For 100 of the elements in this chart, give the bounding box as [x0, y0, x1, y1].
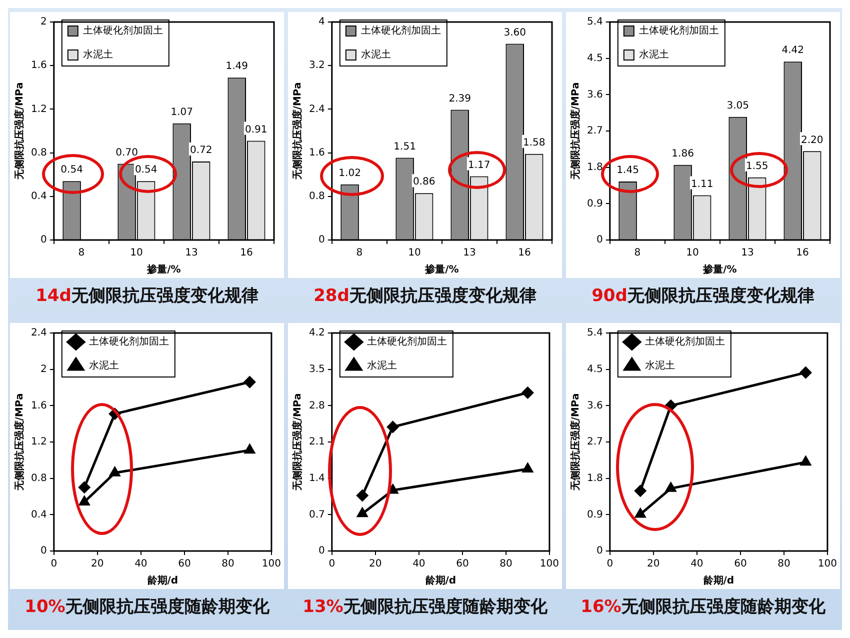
- legend-label: 土体硬化剂加固土: [638, 24, 719, 37]
- data-label: 0.54: [60, 164, 83, 176]
- point: [666, 482, 676, 492]
- x-tick-label: 10: [408, 248, 421, 259]
- y-tick-label: 2.4: [308, 104, 325, 115]
- y-tick-label: 3.6: [586, 400, 603, 412]
- x-tick-label: 16: [518, 248, 531, 259]
- x-tick-label: 60: [178, 558, 191, 570]
- y-axis-title: 无侧限抗压强度/MPa: [570, 82, 582, 181]
- x-tick-label: 20: [647, 558, 660, 570]
- data-label: 1.07: [170, 106, 193, 118]
- legend-label: 水泥土: [360, 48, 391, 61]
- point: [244, 376, 256, 388]
- y-axis-title: 无侧限抗压强度/MPa: [14, 393, 26, 492]
- point: [800, 456, 811, 466]
- y-tick-label: 2.1: [308, 436, 325, 448]
- legend-label: 水泥土: [644, 360, 675, 372]
- y-tick-label: 0: [318, 234, 325, 246]
- y-tick-label: 2: [40, 364, 47, 375]
- x-tick-label: 60: [456, 558, 469, 570]
- data-label: 1.02: [338, 168, 361, 180]
- x-tick-label: 16: [240, 248, 253, 259]
- y-tick-label: 2.4: [30, 328, 47, 339]
- text: 13%无侧限抗压强度随龄期变化: [302, 597, 548, 617]
- x-axis-title: 龄期/d: [424, 574, 456, 587]
- y-tick-label: 0.9: [586, 509, 603, 520]
- point: [78, 482, 90, 494]
- y-tick-label: 2.7: [586, 436, 603, 448]
- text: 90d无侧限抗压强度变化规律: [592, 286, 814, 306]
- y-tick-label: 0.8: [308, 190, 325, 202]
- y-tick-label: 0: [596, 234, 603, 246]
- x-tick-label: 10: [686, 248, 699, 259]
- point: [79, 496, 90, 506]
- data-label: 2.39: [448, 93, 471, 104]
- y-axis-title: 无侧限抗压强度/MPa: [292, 82, 304, 181]
- point: [388, 484, 398, 494]
- legend-label: 土体硬化剂加固土: [366, 336, 447, 348]
- point: [800, 366, 812, 378]
- x-tick-label: 0: [606, 558, 614, 570]
- y-tick-label: 5.4: [586, 16, 603, 28]
- y-tick-label: 4.2: [308, 328, 325, 339]
- point: [522, 463, 533, 472]
- point: [357, 508, 368, 518]
- x-tick-label: 8: [634, 248, 641, 259]
- x-tick-label: 40: [690, 558, 704, 570]
- text: 28d无侧限抗压强度变化规律: [314, 286, 536, 306]
- data-label: 0.72: [190, 145, 212, 156]
- y-tick-label: 0.4: [30, 509, 47, 520]
- legend-label: 土体硬化剂加固土: [360, 24, 441, 37]
- x-tick-label: 100: [262, 558, 282, 570]
- y-tick-label: 4.5: [586, 52, 603, 64]
- data-label: 0.70: [116, 147, 138, 158]
- x-tick-label: 20: [91, 558, 104, 570]
- data-label: 0.91: [244, 124, 268, 136]
- x-axis-title: 龄期/d: [702, 574, 734, 587]
- x-tick-label: 80: [500, 558, 512, 570]
- y-tick-label: 1.6: [30, 60, 47, 72]
- x-tick-label: 13: [185, 248, 198, 259]
- data-label: 1.86: [672, 148, 694, 160]
- data-label: 1.49: [226, 61, 248, 72]
- text: 16%无侧限抗压强度随龄期变化: [580, 597, 826, 617]
- point: [522, 386, 534, 398]
- legend-label: 水泥土: [88, 360, 119, 372]
- point: [356, 490, 368, 502]
- data-label: 1.17: [468, 160, 490, 171]
- text: 10%无侧限抗压强度随龄期变化: [24, 597, 270, 617]
- point: [387, 421, 399, 433]
- legend-label: 土体硬化剂加固土: [88, 336, 169, 348]
- x-tick-label: 20: [369, 558, 382, 570]
- x-tick-label: 0: [50, 558, 58, 570]
- legend-label: 土体硬化剂加固土: [82, 24, 163, 37]
- x-tick-label: 8: [78, 248, 85, 259]
- legend-label: 土体硬化剂加固土: [644, 336, 725, 348]
- x-tick-label: 100: [818, 558, 838, 570]
- y-tick-label: 0.7: [308, 509, 325, 520]
- data-label: 1.11: [690, 178, 714, 190]
- text: 14d无侧限抗压强度变化规律: [36, 286, 258, 306]
- y-tick-label: 1.6: [308, 147, 325, 158]
- y-tick-label: 0.9: [586, 198, 603, 210]
- x-tick-label: 8: [356, 248, 363, 259]
- data-label: 0.54: [134, 164, 158, 176]
- data-label: 2.20: [800, 134, 824, 146]
- y-tick-label: 1.6: [30, 400, 47, 412]
- y-tick-label: 3.6: [586, 89, 603, 100]
- data-label: 4.42: [782, 45, 804, 56]
- y-axis-title: 无侧限抗压强度/MPa: [570, 393, 582, 492]
- x-tick-label: 80: [778, 558, 790, 570]
- y-tick-label: 0: [318, 546, 325, 557]
- point: [244, 444, 255, 454]
- x-axis-title: 掺量/%: [702, 264, 737, 276]
- data-label: 0.86: [412, 176, 436, 188]
- legend-label: 水泥土: [366, 360, 397, 372]
- y-tick-label: 0.8: [30, 472, 47, 484]
- y-tick-label: 4.5: [586, 364, 603, 375]
- x-tick-label: 13: [463, 248, 476, 259]
- point: [634, 485, 646, 497]
- point: [110, 467, 120, 476]
- data-label: 3.60: [504, 27, 526, 38]
- data-label: 1.45: [616, 165, 639, 176]
- legend-label: 水泥土: [82, 48, 113, 61]
